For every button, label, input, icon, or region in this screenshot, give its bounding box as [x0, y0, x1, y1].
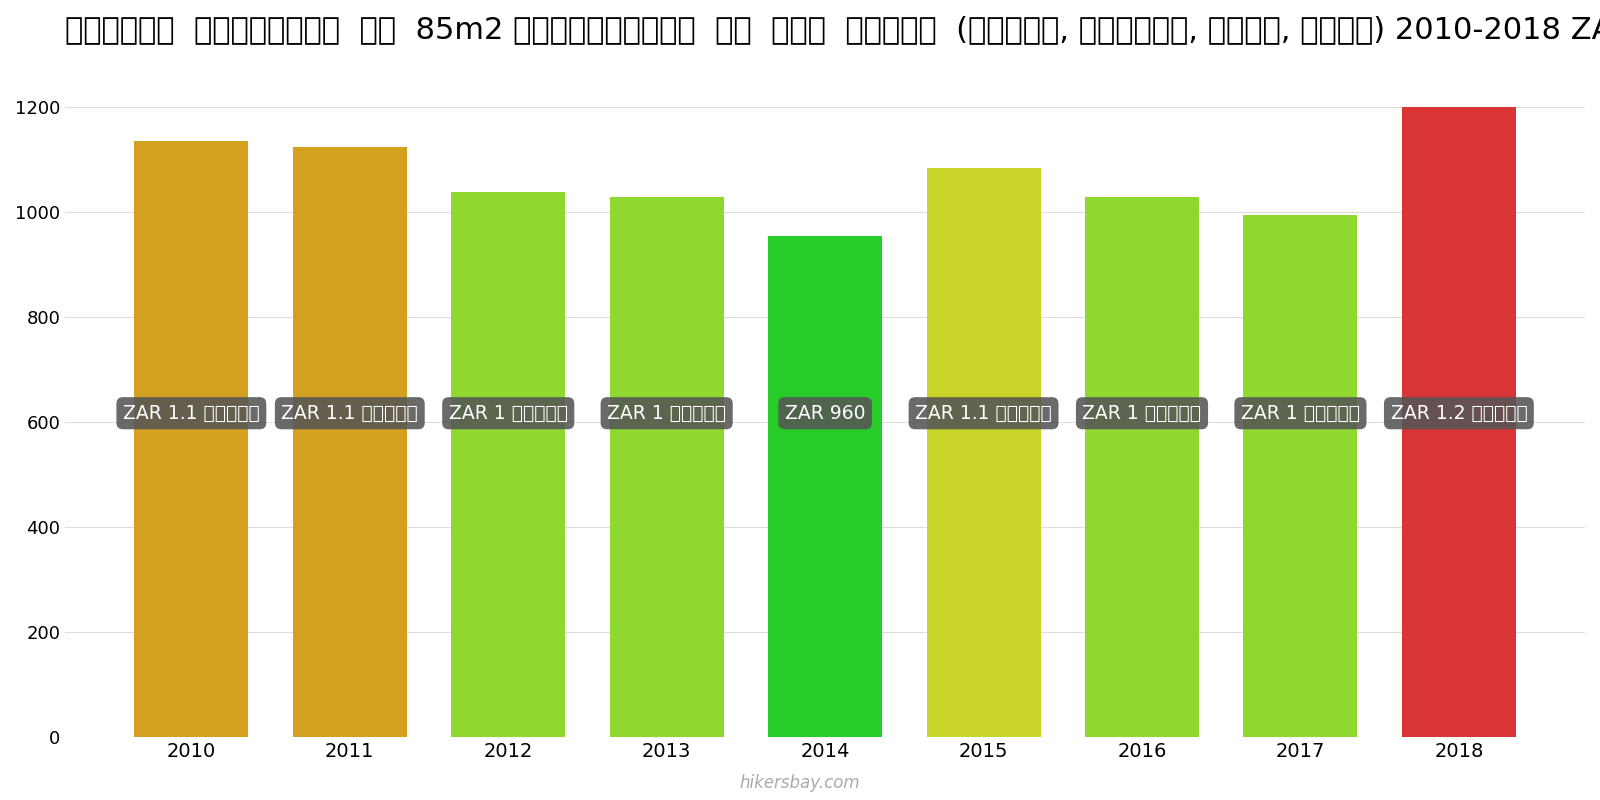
Text: ZAR 1.1 हज़ार: ZAR 1.1 हज़ार [123, 404, 259, 422]
Text: ZAR 1.1 हज़ार: ZAR 1.1 हज़ार [915, 404, 1051, 422]
Text: ZAR 1 हज़ार: ZAR 1 हज़ार [448, 404, 568, 422]
Bar [768, 236, 882, 737]
Text: ZAR 1 हज़ार: ZAR 1 हज़ार [1242, 404, 1360, 422]
Bar [610, 198, 723, 737]
Text: ZAR 960: ZAR 960 [786, 404, 866, 422]
Bar [1402, 107, 1515, 737]
Text: ZAR 1.2 हज़ार: ZAR 1.2 हज़ार [1390, 404, 1528, 422]
Text: ZAR 1.1 हज़ार: ZAR 1.1 हज़ार [282, 404, 418, 422]
Bar [926, 167, 1040, 737]
Text: ZAR 1 हज़ार: ZAR 1 हज़ार [1083, 404, 1202, 422]
Text: ZAR 1 हज़ार: ZAR 1 हज़ार [606, 404, 726, 422]
Text: दक्षिण  अफ़्रीका  एक  85m2 अपार्टमेंट  के  लिए  शुल्क  (बिजली, हीटिंग, पानी, कचर: दक्षिण अफ़्रीका एक 85m2 अपार्टमेंट के लि… [66, 15, 1600, 44]
Bar [1243, 214, 1357, 737]
Bar [451, 192, 565, 737]
Text: hikersbay.com: hikersbay.com [739, 774, 861, 792]
Bar [293, 146, 406, 737]
Bar [134, 142, 248, 737]
Bar [1085, 198, 1198, 737]
